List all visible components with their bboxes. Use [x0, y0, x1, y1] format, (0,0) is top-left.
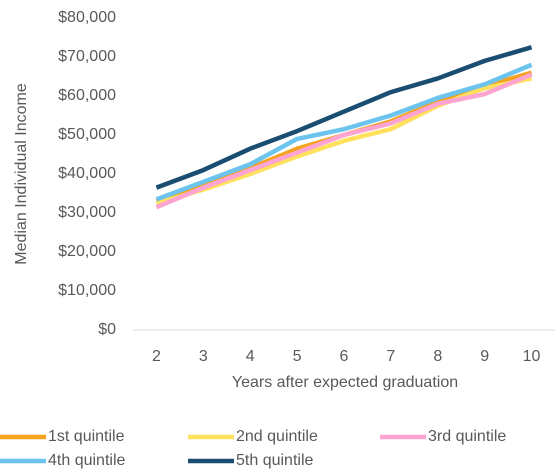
legend-label: 2nd quintile [236, 428, 318, 445]
y-tick-label: $80,000 [58, 9, 116, 26]
legend-label: 3rd quintile [428, 428, 506, 445]
series-line [155, 62, 533, 202]
x-tick-label: 9 [480, 348, 489, 365]
y-tick-label: $20,000 [58, 243, 116, 260]
y-tick-label: $60,000 [58, 87, 116, 104]
x-axis-label: Years after expected graduation [232, 374, 458, 391]
y-tick-label: $50,000 [58, 126, 116, 143]
x-tick-label: 2 [152, 348, 161, 365]
x-tick-label: 7 [386, 348, 395, 365]
x-tick-label: 3 [199, 348, 208, 365]
x-tick-label: 6 [340, 348, 349, 365]
x-tick-label: 5 [293, 348, 302, 365]
x-tick-label: 10 [523, 348, 541, 365]
y-tick-label: $10,000 [58, 282, 116, 299]
series-line [155, 76, 533, 206]
series-line [155, 72, 533, 210]
legend-label: 4th quintile [48, 452, 125, 469]
y-tick-label: $40,000 [58, 165, 116, 182]
y-tick-label: $30,000 [58, 204, 116, 221]
y-axis-label: Median Individual Income [13, 83, 30, 265]
x-tick-label: 8 [433, 348, 442, 365]
legend-label: 1st quintile [48, 428, 125, 445]
legend-label: 5th quintile [236, 452, 313, 469]
series-line [155, 45, 533, 190]
y-tick-label: $70,000 [58, 48, 116, 65]
y-tick-label: $0 [98, 321, 116, 338]
x-tick-label: 4 [246, 348, 255, 365]
